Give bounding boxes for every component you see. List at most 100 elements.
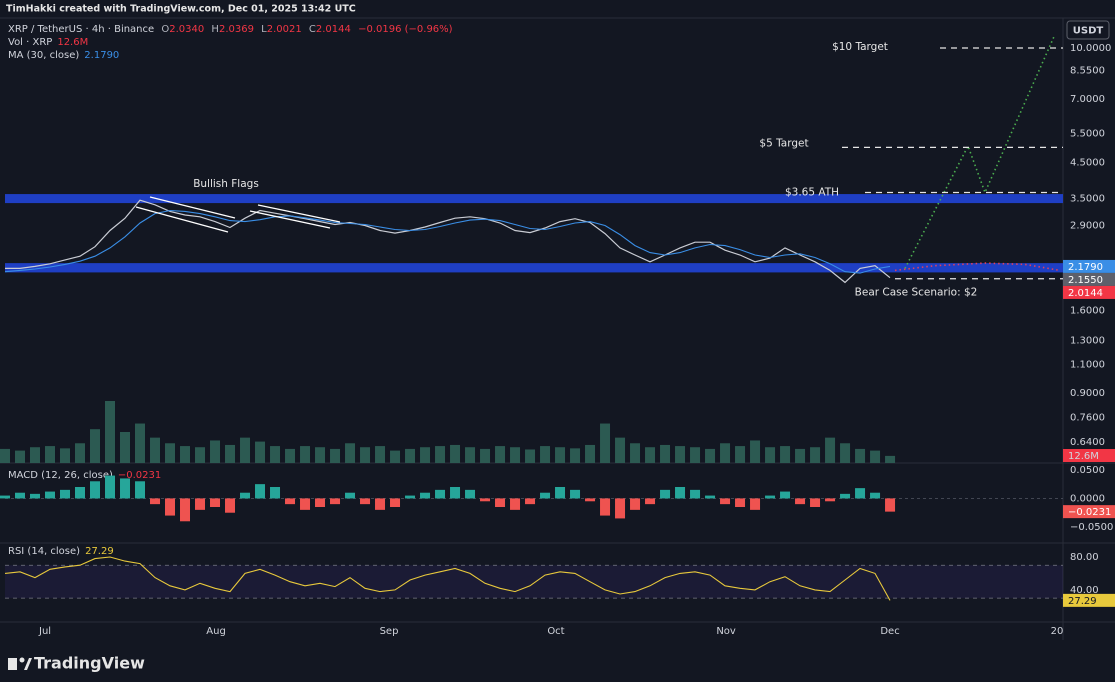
flag-line xyxy=(257,204,341,223)
volume-bar xyxy=(570,448,581,463)
volume-bar xyxy=(285,448,296,463)
ma-name: MA (30, close) xyxy=(8,50,79,61)
histogram-bar xyxy=(840,493,851,499)
volume-bar xyxy=(855,448,866,463)
volume-bar xyxy=(195,447,206,463)
volume-bar xyxy=(255,441,266,463)
volume-bar xyxy=(60,448,71,463)
volume-bar xyxy=(405,448,416,463)
price-badge xyxy=(1063,285,1115,299)
volume-bar xyxy=(525,449,536,463)
attribution: TimHakki created with TradingView.com, D… xyxy=(6,4,356,15)
zone xyxy=(5,194,1063,204)
volume-bar xyxy=(675,446,686,463)
histogram-bar xyxy=(300,498,311,510)
volume-bar xyxy=(375,446,386,463)
y-tick-label: 4.5000 xyxy=(1070,157,1105,168)
volume-bar xyxy=(75,443,86,463)
volume-bar xyxy=(240,437,251,463)
histogram-bar xyxy=(375,498,386,510)
volume-bar xyxy=(180,446,191,463)
projection xyxy=(894,262,1061,272)
histogram-bar xyxy=(345,492,356,499)
volume-bar xyxy=(705,448,716,463)
volume-bar xyxy=(390,450,401,463)
volume-bar xyxy=(225,444,236,463)
volume-bar xyxy=(765,447,776,463)
level-label: $10 Target xyxy=(832,41,888,53)
histogram-bar xyxy=(165,498,176,516)
flag-line xyxy=(249,210,331,229)
histogram-bar xyxy=(150,498,161,505)
currency[interactable]: USDT xyxy=(1073,26,1104,37)
histogram-bar xyxy=(600,498,611,516)
ohlc-key: H xyxy=(211,24,219,35)
y-tick-label: 0.6400 xyxy=(1070,437,1105,448)
volume-bar xyxy=(480,448,491,463)
histogram-bar xyxy=(765,495,776,499)
y-tick-label: 8.5500 xyxy=(1070,65,1105,76)
price-badge xyxy=(1063,259,1115,273)
volume-bar xyxy=(870,450,881,463)
histogram-bar xyxy=(135,481,146,499)
currency-box[interactable] xyxy=(1066,20,1110,40)
volume-bar xyxy=(645,447,656,463)
histogram-bar xyxy=(60,489,71,499)
change: −0.0196 (−0.96%) xyxy=(358,24,453,35)
volume-legend: Vol · XRP 12.6M xyxy=(8,37,88,48)
histogram-bar xyxy=(780,491,791,499)
volume-bar xyxy=(750,440,761,463)
volume-bar xyxy=(825,437,836,463)
histogram-bar xyxy=(120,478,131,499)
x-tick-label: 20 xyxy=(1051,626,1064,637)
volume-bar xyxy=(795,448,806,463)
volume-bar xyxy=(660,444,671,463)
histogram-bar xyxy=(435,489,446,499)
volume-bar xyxy=(510,447,521,463)
x-tick-label: Oct xyxy=(547,626,564,637)
histogram-bar xyxy=(555,487,566,499)
y-tick-label: 0.7600 xyxy=(1070,412,1105,423)
histogram-bar xyxy=(690,489,701,499)
rsi-band xyxy=(5,565,1063,599)
histogram-bar xyxy=(645,498,656,505)
histogram-bar xyxy=(360,498,371,505)
y-tick-label: 3.5000 xyxy=(1070,194,1105,205)
histogram-bar xyxy=(630,498,641,510)
histogram-bar xyxy=(870,492,881,499)
price-badge-text: 27.29 xyxy=(1068,596,1097,607)
volume-bar xyxy=(735,446,746,463)
volume-bar xyxy=(300,446,311,463)
volume-bar xyxy=(315,447,326,463)
volume-bar xyxy=(600,423,611,463)
ohlc-value: 2.0144 xyxy=(316,24,351,35)
histogram-bar xyxy=(195,498,206,510)
x-tick-label: Aug xyxy=(206,626,226,637)
annotation: Bullish Flags xyxy=(193,178,259,190)
histogram-bar xyxy=(510,498,521,510)
histogram-bar xyxy=(15,492,26,499)
ohlc-value: 2.0021 xyxy=(267,24,302,35)
macd-value: −0.0231 xyxy=(118,470,161,481)
volume-bar xyxy=(450,444,461,463)
histogram-bar xyxy=(225,498,236,513)
y-tick-label: 10.0000 xyxy=(1070,43,1111,54)
histogram-bar xyxy=(570,489,581,499)
rsi-value: 27.29 xyxy=(85,546,114,557)
histogram-bar xyxy=(675,487,686,499)
volume-bar xyxy=(690,447,701,463)
tradingview-logo: TradingView xyxy=(8,654,145,673)
line xyxy=(4,209,891,274)
y-tick-label: 0.9000 xyxy=(1070,388,1105,399)
volume-bar xyxy=(555,447,566,463)
histogram-bar xyxy=(0,495,10,499)
brand: TradingView xyxy=(34,654,145,673)
volume-bar xyxy=(840,443,851,463)
ohlc-key: C xyxy=(309,24,316,35)
ohlc-value: 2.0369 xyxy=(219,24,254,35)
symbol-legend: XRP / TetherUS · 4h · Binance O2.0340 H2… xyxy=(8,24,453,35)
volume-bar xyxy=(210,440,221,463)
y-tick-label: 1.3000 xyxy=(1070,335,1105,346)
histogram-bar xyxy=(705,495,716,499)
